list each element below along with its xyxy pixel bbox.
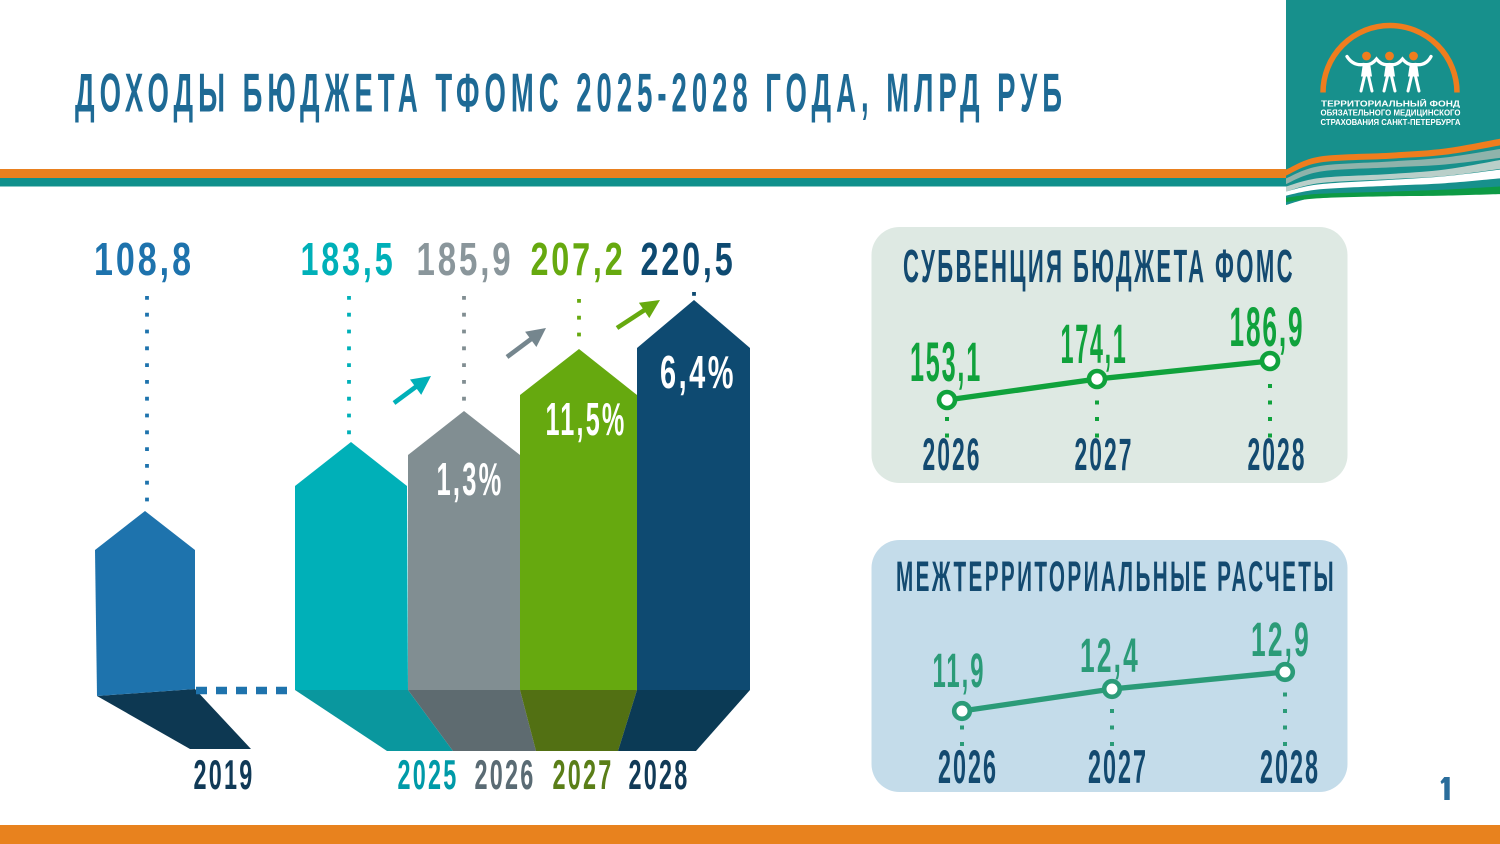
svg-text:2026: 2026	[938, 740, 998, 793]
svg-text:2028: 2028	[629, 751, 690, 798]
svg-text:11,5%: 11,5%	[546, 393, 627, 445]
svg-text:207,2: 207,2	[531, 233, 626, 285]
svg-text:6,4%: 6,4%	[660, 346, 736, 398]
svg-text:11,9: 11,9	[933, 645, 986, 698]
svg-text:220,5: 220,5	[641, 233, 736, 285]
svg-text:СТРАХОВАНИЯ САНКТ-ПЕТЕРБУРГА: СТРАХОВАНИЯ САНКТ-ПЕТЕРБУРГА	[1321, 118, 1461, 127]
svg-text:2027: 2027	[1088, 740, 1148, 793]
svg-text:108,8: 108,8	[94, 233, 194, 285]
svg-text:2027: 2027	[553, 751, 614, 798]
svg-text:12,4: 12,4	[1080, 630, 1140, 683]
svg-text:СУБВЕНЦИЯ БЮДЖЕТА ФОМС: СУБВЕНЦИЯ БЮДЖЕТА ФОМС	[903, 240, 1295, 292]
svg-text:2027: 2027	[1075, 429, 1134, 480]
svg-text:2026: 2026	[923, 429, 982, 480]
svg-text:1,3%: 1,3%	[437, 453, 504, 505]
svg-text:ОБЯЗАТЕЛЬНОГО МЕДИЦИНСКОГО: ОБЯЗАТЕЛЬНОГО МЕДИЦИНСКОГО	[1321, 108, 1461, 117]
svg-text:МЕЖТЕРРИТОРИАЛЬНЫЕ РАСЧЕТЫ: МЕЖТЕРРИТОРИАЛЬНЫЕ РАСЧЕТЫ	[896, 553, 1336, 601]
svg-text:174,1: 174,1	[1061, 312, 1128, 375]
svg-text:2028: 2028	[1260, 740, 1320, 793]
svg-text:153,1: 153,1	[910, 330, 982, 393]
svg-text:2025: 2025	[398, 751, 459, 798]
svg-text:186,9: 186,9	[1230, 295, 1305, 358]
svg-text:183,5: 183,5	[301, 233, 396, 285]
svg-text:185,9: 185,9	[417, 233, 514, 285]
svg-text:12,9: 12,9	[1251, 614, 1311, 667]
svg-text:2019: 2019	[194, 751, 255, 798]
svg-text:ДОХОДЫ БЮДЖЕТА ТФОМС 2025-2028: ДОХОДЫ БЮДЖЕТА ТФОМС 2025-2028 ГОДА, МЛР…	[75, 62, 1067, 124]
svg-text:2028: 2028	[1248, 429, 1307, 480]
svg-text:2026: 2026	[475, 751, 536, 798]
svg-text:ТЕРРИТОРИАЛЬНЫЙ ФОНД: ТЕРРИТОРИАЛЬНЫЙ ФОНД	[1321, 99, 1460, 108]
